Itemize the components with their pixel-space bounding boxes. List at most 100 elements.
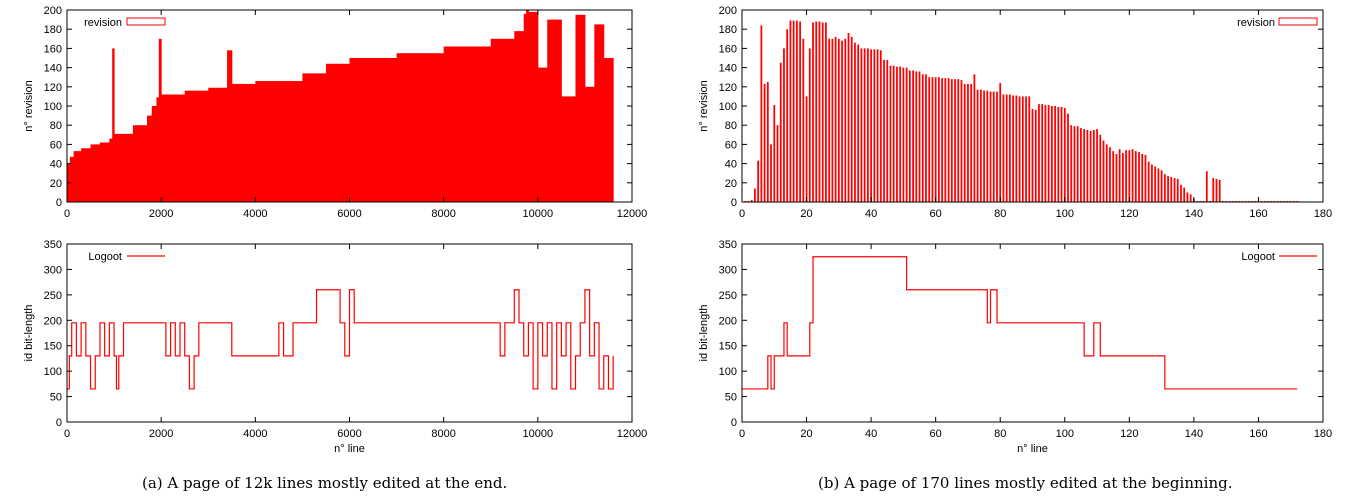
bar xyxy=(1121,153,1124,202)
bar xyxy=(1038,104,1040,202)
bar xyxy=(970,83,973,202)
bar xyxy=(151,106,157,202)
x-tick-label: 10000 xyxy=(523,428,554,440)
bar xyxy=(1154,166,1157,202)
bar xyxy=(776,125,779,202)
bar xyxy=(850,36,853,202)
bar xyxy=(1086,130,1089,202)
y-tick-label: 0 xyxy=(731,417,737,429)
y-tick-label: 0 xyxy=(56,417,62,429)
x-tick-label: 0 xyxy=(64,428,70,440)
bar xyxy=(757,160,760,202)
bar xyxy=(834,36,837,202)
bar xyxy=(979,89,982,202)
y-tick-label: 140 xyxy=(719,63,737,75)
bar xyxy=(792,20,795,203)
bar xyxy=(1060,106,1063,202)
bar xyxy=(773,105,776,202)
bar xyxy=(1015,95,1018,202)
bar xyxy=(918,71,921,202)
caption-a: (a) A page of 12k lines mostly edited at… xyxy=(142,474,508,492)
bar xyxy=(227,50,233,202)
bar xyxy=(1092,130,1095,202)
bar xyxy=(837,38,840,202)
bar xyxy=(1057,106,1060,202)
chart-0-1: 0 2000 4000 6000 8000 10000 12000 0 50 100 150 200 2… xyxy=(23,239,647,455)
bar xyxy=(1218,179,1221,202)
bar xyxy=(854,42,856,202)
bar xyxy=(114,133,134,202)
bar xyxy=(860,48,863,203)
bar xyxy=(349,58,398,202)
y-axis-label: n° revision xyxy=(698,80,710,131)
y-axis-label: id bit-length xyxy=(698,305,710,362)
bar xyxy=(325,63,350,203)
bar xyxy=(1109,147,1111,202)
bar xyxy=(825,22,827,203)
bar xyxy=(443,46,492,203)
figure: 0 2000 4000 6000 8000 10000 120000204060801001… xyxy=(23,5,1332,455)
bar xyxy=(1025,96,1027,202)
bar xyxy=(1131,149,1134,202)
bar xyxy=(1054,106,1056,202)
x-axis-label: n° line xyxy=(1017,443,1048,455)
bar xyxy=(490,38,515,202)
y-tick-label: 100 xyxy=(44,366,62,378)
y-tick-label: 150 xyxy=(44,341,62,353)
bar xyxy=(876,49,879,202)
x-tick-label: 60 xyxy=(930,428,942,440)
bar xyxy=(1180,184,1182,202)
x-tick-label: 40 xyxy=(865,428,877,440)
bar xyxy=(1134,151,1137,202)
bar xyxy=(1089,130,1092,202)
bar xyxy=(889,65,892,203)
y-tick-label: 80 xyxy=(50,120,62,132)
legend: revision xyxy=(1237,17,1318,29)
bar xyxy=(766,82,769,202)
bar xyxy=(1163,174,1166,202)
chart-1-0: 0 20 40 60 80 100 120 140 160 180 0 20 40 60 80 100 120 1… xyxy=(698,5,1332,220)
bar xyxy=(1157,168,1160,202)
bar xyxy=(1186,192,1189,202)
bar xyxy=(818,21,821,202)
y-tick-label: 100 xyxy=(44,101,62,113)
bar xyxy=(523,13,527,203)
legend-label: Logoot xyxy=(1241,251,1275,263)
y-tick-label: 40 xyxy=(50,159,62,171)
bar xyxy=(158,38,162,202)
legend-label: Logoot xyxy=(88,251,122,263)
bar xyxy=(1096,129,1098,202)
bar xyxy=(863,48,866,203)
bar xyxy=(1115,154,1118,202)
bar xyxy=(147,115,153,202)
bar xyxy=(99,142,110,202)
y-tick-label: 350 xyxy=(719,239,737,251)
bar xyxy=(1205,171,1208,202)
bar xyxy=(1080,128,1082,202)
y-tick-label: 160 xyxy=(44,43,62,55)
bar xyxy=(967,83,969,202)
x-tick-label: 2000 xyxy=(149,428,173,440)
bar xyxy=(754,188,756,202)
bar xyxy=(886,59,889,202)
y-tick-label: 80 xyxy=(725,120,737,132)
x-tick-label: 160 xyxy=(1249,428,1267,440)
bar xyxy=(986,90,989,202)
bar xyxy=(584,86,595,202)
bar xyxy=(805,96,808,202)
bar xyxy=(1173,178,1176,202)
bar xyxy=(770,144,772,202)
bar xyxy=(184,90,209,202)
bar xyxy=(90,144,101,202)
bar xyxy=(996,91,998,202)
bar xyxy=(973,74,976,202)
bar xyxy=(594,24,605,203)
bar xyxy=(1147,161,1150,202)
bar xyxy=(1083,129,1086,202)
y-tick-label: 50 xyxy=(50,392,62,404)
legend: Logoot xyxy=(1241,251,1317,263)
x-tick-label: 40 xyxy=(865,208,877,220)
bar xyxy=(821,22,824,203)
bar xyxy=(879,50,882,202)
x-tick-label: 12000 xyxy=(617,428,648,440)
